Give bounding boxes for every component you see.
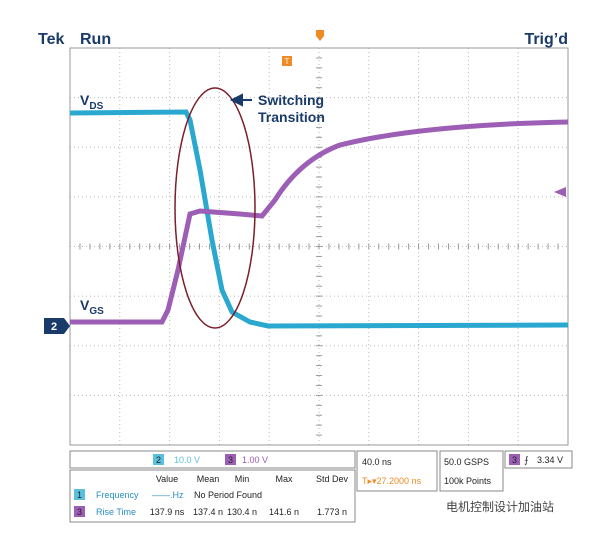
acq-points: 100k Points — [444, 476, 492, 486]
row-name: Rise Time — [96, 507, 136, 517]
column-header: Std Dev — [316, 474, 349, 484]
graticule-frame — [69, 47, 569, 446]
row-value: ——.Hz — [152, 490, 184, 500]
row-cell: 137.4 n — [193, 507, 223, 517]
annotation-line1: Switching — [258, 92, 324, 108]
status-right: Trig’d — [524, 31, 568, 48]
timebase-scale: 40.0 ns — [362, 457, 392, 467]
status-left: Tek — [38, 31, 64, 48]
vds-waveform — [69, 109, 569, 329]
ch2-badge — [153, 454, 164, 465]
trigger-channel: 3 — [512, 455, 517, 465]
channel-marker-box — [44, 318, 70, 334]
acq-rate: 50.0 GSPS — [444, 457, 489, 467]
trigger-ch-badge — [509, 454, 520, 465]
ch2-scale: 10.0 V — [174, 455, 200, 465]
row-id: 3 — [77, 507, 82, 517]
channel-box — [69, 450, 356, 469]
row-cell: 141.6 n — [269, 507, 299, 517]
status-run: Run — [80, 31, 111, 48]
ch3-badge — [225, 454, 236, 465]
measurement-box — [69, 469, 356, 523]
column-header: Max — [275, 474, 293, 484]
column-header: Min — [235, 474, 250, 484]
annotation-line2: Transition — [258, 109, 325, 125]
watermark: 电机控制设计加油站 — [446, 500, 554, 514]
row-cell: 1.773 n — [317, 507, 347, 517]
column-header: Value — [156, 474, 178, 484]
ch2-id: 2 — [156, 455, 161, 465]
timebase-position: T▸▾27.2000 ns — [362, 476, 422, 486]
ch3-scale: 1.00 V — [242, 455, 268, 465]
column-header: Mean — [197, 474, 220, 484]
channel-marker: 2 — [51, 321, 57, 333]
row-cell: 130.4 n — [227, 507, 257, 517]
ch3-id: 3 — [228, 455, 233, 465]
row-note: No Period Found — [194, 490, 262, 500]
measurement-table: Value Mean Min Max Std Dev 1 Frequency ——.Hz No … — [74, 474, 349, 517]
vgs-label: VGS — [80, 297, 104, 317]
trigger-level-marker — [554, 187, 566, 197]
row-badge — [74, 489, 85, 500]
trigger-marker: T — [285, 57, 290, 66]
trigger-level: 3.34 V — [537, 455, 563, 465]
vds-label: VDS — [80, 92, 104, 112]
graticule — [69, 47, 569, 446]
acquisition-box — [439, 450, 504, 492]
transition-ellipse — [174, 87, 256, 329]
row-cell: 137.9 ns — [150, 507, 185, 517]
timebase-box — [356, 450, 438, 492]
row-name: Frequency — [96, 490, 139, 500]
row-id: 1 — [77, 490, 82, 500]
trigger-marker-box — [282, 56, 292, 66]
row-badge — [74, 506, 85, 517]
trigger-position — [316, 30, 324, 41]
trigger-box — [504, 450, 573, 469]
vgs-waveform — [70, 119, 569, 325]
annotation-arrow — [229, 93, 252, 107]
trigger-slope: ⨍ — [524, 455, 529, 465]
